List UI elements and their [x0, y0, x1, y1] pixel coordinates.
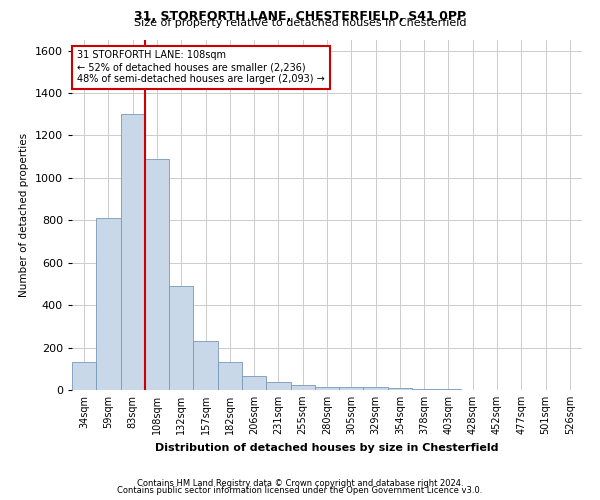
Bar — [388, 388, 412, 390]
Bar — [121, 114, 145, 390]
Bar — [339, 387, 364, 390]
Bar — [193, 341, 218, 390]
Text: Contains public sector information licensed under the Open Government Licence v3: Contains public sector information licen… — [118, 486, 482, 495]
Bar — [412, 389, 436, 390]
Y-axis label: Number of detached properties: Number of detached properties — [19, 133, 29, 297]
Text: 31 STORFORTH LANE: 108sqm
← 52% of detached houses are smaller (2,236)
48% of se: 31 STORFORTH LANE: 108sqm ← 52% of detac… — [77, 50, 325, 84]
Text: Contains HM Land Registry data © Crown copyright and database right 2024.: Contains HM Land Registry data © Crown c… — [137, 478, 463, 488]
Bar — [315, 387, 339, 390]
Bar — [145, 159, 169, 390]
Text: Size of property relative to detached houses in Chesterfield: Size of property relative to detached ho… — [134, 18, 466, 28]
Bar — [218, 362, 242, 390]
Text: 31, STORFORTH LANE, CHESTERFIELD, S41 0PP: 31, STORFORTH LANE, CHESTERFIELD, S41 0P… — [134, 10, 466, 23]
X-axis label: Distribution of detached houses by size in Chesterfield: Distribution of detached houses by size … — [155, 442, 499, 452]
Bar — [266, 382, 290, 390]
Bar — [290, 384, 315, 390]
Bar — [242, 376, 266, 390]
Bar — [169, 286, 193, 390]
Bar — [72, 362, 96, 390]
Bar — [96, 218, 121, 390]
Bar — [364, 387, 388, 390]
